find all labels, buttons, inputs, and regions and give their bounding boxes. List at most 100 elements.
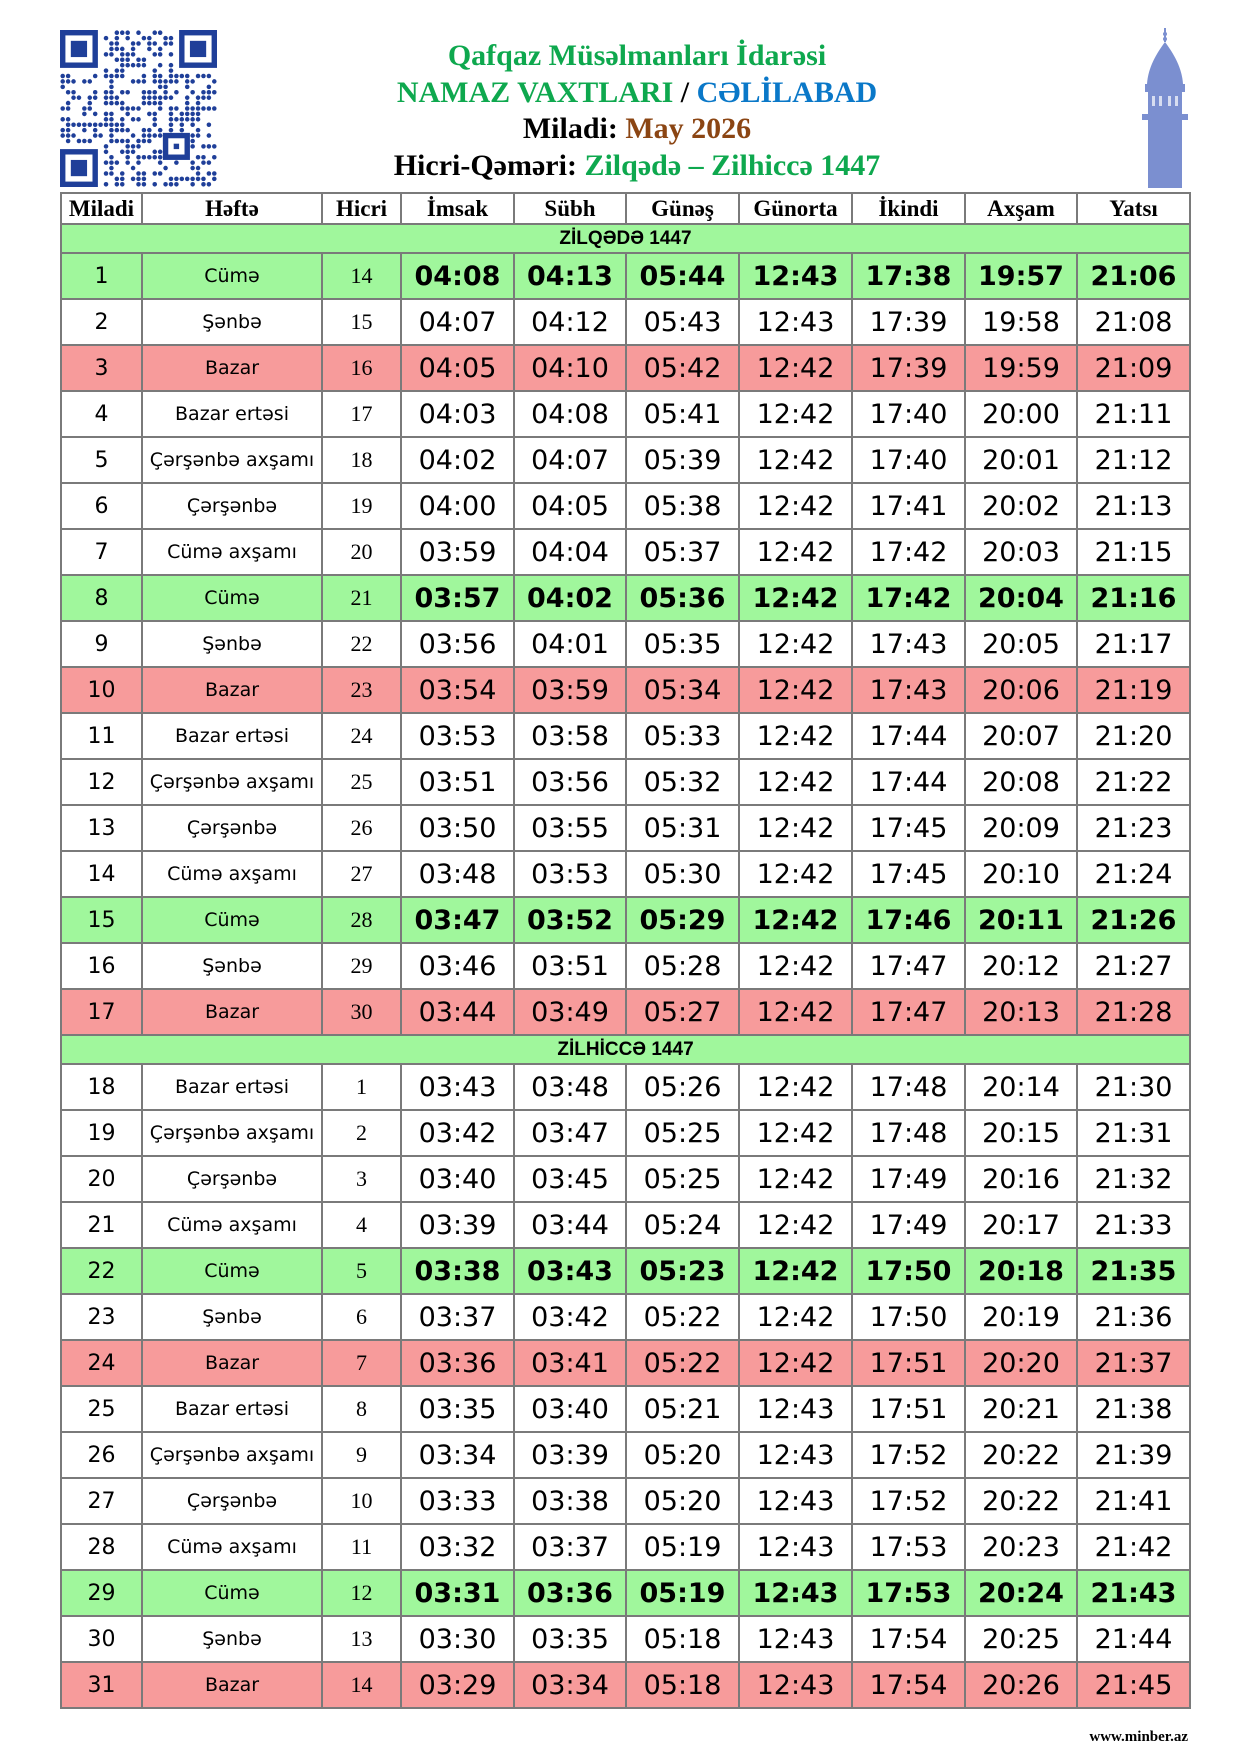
subh-time: 04:12	[513, 298, 627, 346]
subh-time: 04:13	[513, 252, 627, 300]
miladi-day: 9	[60, 620, 143, 668]
weekday: Çərşənbə	[141, 482, 323, 530]
imsak-time: 03:33	[400, 1477, 515, 1525]
table-header-row: Miladi Həftə Hicri İmsak Sübh Günəş Günorta İki…	[60, 192, 1191, 225]
month-section-header: ZİLHİCCƏ 1447	[60, 1034, 1191, 1065]
table-row: 1 Cümə 14 04:08 04:13 05:44 12:43 17:38 19:57 21:…	[60, 252, 1191, 300]
table-row: 27 Çərşənbə 10 03:33 03:38 05:20 12:43 17:52 20:…	[60, 1477, 1191, 1525]
gunorta-time: 12:42	[738, 942, 853, 990]
gunes-time: 05:24	[625, 1201, 740, 1249]
miladi-line: Miladi: May 2026	[300, 111, 974, 148]
subh-time: 03:58	[513, 712, 627, 760]
weekday: Şənbə	[141, 298, 323, 346]
table-row: 25 Bazar ertəsi 8 03:35 03:40 05:21 12:43 17:51…	[60, 1385, 1191, 1433]
gunes-time: 05:18	[625, 1661, 740, 1709]
column-header: Həftə	[141, 192, 323, 225]
table-row: 24 Bazar 7 03:36 03:41 05:22 12:42 17:51 20:20 21…	[60, 1339, 1191, 1387]
miladi-day: 6	[60, 482, 143, 530]
axsam-time: 20:06	[964, 666, 1078, 714]
subh-time: 03:51	[513, 942, 627, 990]
ikindi-time: 17:40	[851, 436, 966, 484]
subh-time: 03:44	[513, 1201, 627, 1249]
table-row: 11 Bazar ertəsi 24 03:53 03:58 05:33 12:42 17:4…	[60, 712, 1191, 760]
imsak-time: 04:03	[400, 390, 515, 438]
ikindi-time: 17:47	[851, 942, 966, 990]
ikindi-time: 17:38	[851, 252, 966, 300]
column-header: İkindi	[851, 192, 966, 225]
column-header: Sübh	[513, 192, 627, 225]
ikindi-time: 17:40	[851, 390, 966, 438]
weekday: Bazar ertəsi	[141, 712, 323, 760]
gunes-time: 05:35	[625, 620, 740, 668]
gunes-time: 05:28	[625, 942, 740, 990]
imsak-time: 04:08	[400, 252, 515, 300]
qr-code-icon	[60, 30, 217, 187]
ikindi-time: 17:49	[851, 1155, 966, 1203]
hicri-day: 23	[321, 666, 402, 714]
yatsi-time: 21:30	[1076, 1063, 1191, 1111]
miladi-day: 11	[60, 712, 143, 760]
miladi-day: 25	[60, 1385, 143, 1433]
weekday: Çərşənbə axşamı	[141, 1109, 323, 1157]
hicri-day: 20	[321, 528, 402, 576]
weekday: Cümə	[141, 1569, 323, 1617]
hicri-day: 8	[321, 1385, 402, 1433]
imsak-time: 03:37	[400, 1293, 515, 1341]
weekday: Çərşənbə	[141, 1155, 323, 1203]
yatsi-time: 21:32	[1076, 1155, 1191, 1203]
axsam-time: 20:19	[964, 1293, 1078, 1341]
hicri-day: 21	[321, 574, 402, 622]
gunes-time: 05:21	[625, 1385, 740, 1433]
gunes-time: 05:29	[625, 896, 740, 944]
miladi-day: 22	[60, 1247, 143, 1295]
yatsi-time: 21:38	[1076, 1385, 1191, 1433]
gunorta-time: 12:42	[738, 1063, 853, 1111]
ikindi-time: 17:43	[851, 620, 966, 668]
subh-time: 03:59	[513, 666, 627, 714]
miladi-day: 21	[60, 1201, 143, 1249]
hicri-day: 14	[321, 252, 402, 300]
website-link[interactable]: www.minber.az	[1089, 1729, 1188, 1745]
gunorta-time: 12:42	[738, 1339, 853, 1387]
gunes-time: 05:20	[625, 1477, 740, 1525]
weekday: Şənbə	[141, 1293, 323, 1341]
axsam-time: 19:58	[964, 298, 1078, 346]
column-header: Yatsı	[1076, 192, 1191, 225]
miladi-day: 29	[60, 1569, 143, 1617]
imsak-time: 03:57	[400, 574, 515, 622]
miladi-day: 8	[60, 574, 143, 622]
subh-time: 03:40	[513, 1385, 627, 1433]
miladi-day: 17	[60, 988, 143, 1036]
hicri-day: 30	[321, 988, 402, 1036]
weekday: Cümə axşamı	[141, 1523, 323, 1571]
yatsi-time: 21:37	[1076, 1339, 1191, 1387]
imsak-time: 03:38	[400, 1247, 515, 1295]
weekday: Bazar	[141, 1339, 323, 1387]
weekday: Bazar ertəsi	[141, 390, 323, 438]
ikindi-time: 17:52	[851, 1431, 966, 1479]
subh-time: 04:04	[513, 528, 627, 576]
table-row: 4 Bazar ertəsi 17 04:03 04:08 05:41 12:42 17:40…	[60, 390, 1191, 438]
gunes-time: 05:36	[625, 574, 740, 622]
column-header: Günəş	[625, 192, 740, 225]
imsak-time: 03:47	[400, 896, 515, 944]
gunes-time: 05:22	[625, 1339, 740, 1387]
table-row: 26 Çərşənbə axşamı 9 03:34 03:39 05:20 12:43 17…	[60, 1431, 1191, 1479]
gunes-time: 05:38	[625, 482, 740, 530]
column-header: Hicri	[321, 192, 402, 225]
table-row: 2 Şənbə 15 04:07 04:12 05:43 12:43 17:39 19:58 21…	[60, 298, 1191, 346]
ikindi-time: 17:41	[851, 482, 966, 530]
gunes-time: 05:20	[625, 1431, 740, 1479]
weekday: Cümə axşamı	[141, 1201, 323, 1249]
ikindi-time: 17:54	[851, 1615, 966, 1663]
table-row: 16 Şənbə 29 03:46 03:51 05:28 12:42 17:47 20:12 2…	[60, 942, 1191, 990]
subh-time: 03:41	[513, 1339, 627, 1387]
weekday: Cümə	[141, 1247, 323, 1295]
axsam-time: 20:21	[964, 1385, 1078, 1433]
weekday: Bazar ertəsi	[141, 1063, 323, 1111]
axsam-time: 20:15	[964, 1109, 1078, 1157]
subh-time: 03:47	[513, 1109, 627, 1157]
gunorta-time: 12:42	[738, 988, 853, 1036]
column-header: Günorta	[738, 192, 853, 225]
hicri-value: Zilqədə – Zilhiccə 1447	[584, 148, 881, 182]
